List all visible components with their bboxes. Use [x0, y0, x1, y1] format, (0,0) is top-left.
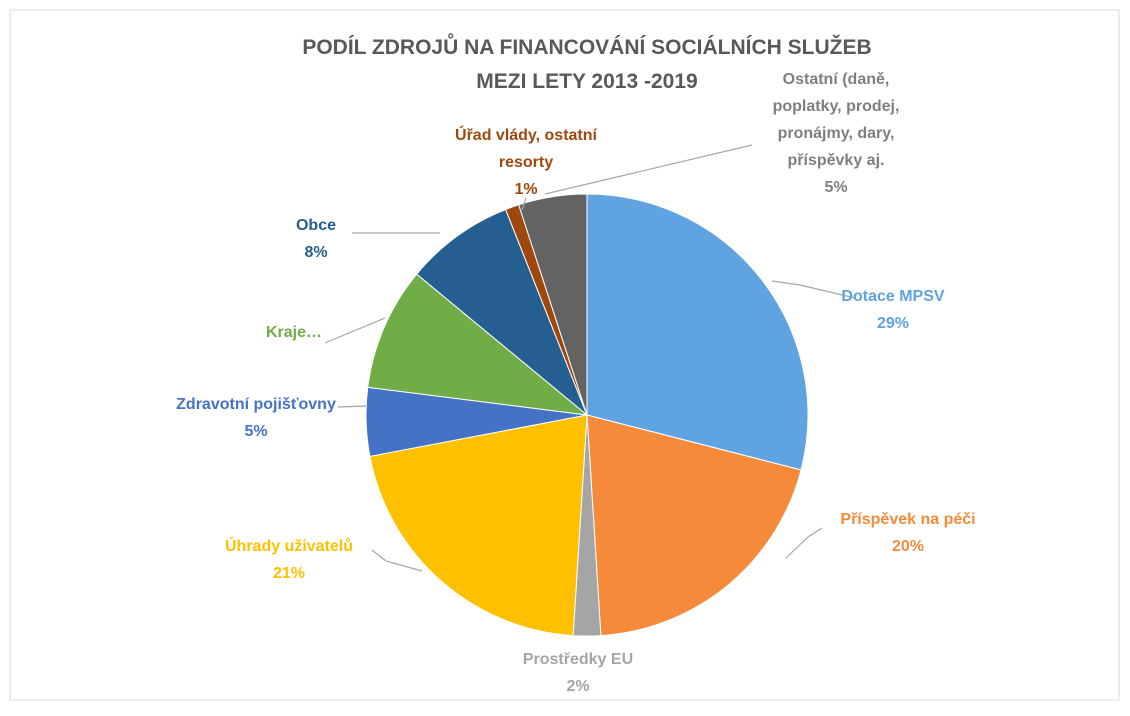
value-label: 2% — [566, 678, 589, 695]
pie-slice — [367, 273, 589, 416]
leader-line — [337, 405, 369, 408]
value-label: 20% — [892, 538, 924, 555]
category-label: Příspěvek na péči — [840, 511, 975, 528]
value-label: 21% — [273, 565, 305, 582]
leader-line — [521, 197, 527, 211]
category-label: Úhrady uživatelů — [225, 536, 353, 555]
leader-line — [544, 144, 753, 195]
pie-slice — [369, 414, 588, 637]
leader-line — [771, 280, 856, 299]
value-label: 29% — [877, 315, 909, 332]
chart-title: PODÍL ZDROJŮ NA FINANCOVÁNÍ SOCIÁLNÍCH S… — [302, 33, 871, 93]
category-label: Obce — [296, 217, 336, 234]
value-label: 5% — [244, 423, 267, 440]
category-label: Kraje… — [266, 324, 322, 341]
category-label: Prostředky EU — [523, 651, 633, 668]
value-label: 1% — [514, 181, 537, 198]
pie-slice — [586, 193, 809, 471]
leader-line — [324, 317, 386, 344]
pie-slice — [416, 208, 588, 416]
category-label: Dotace MPSV — [841, 288, 944, 305]
value-label: 5% — [824, 179, 847, 196]
pie-slice — [586, 414, 802, 637]
leader-line — [371, 549, 423, 572]
leader-line — [785, 527, 823, 559]
value-label: 8% — [304, 244, 327, 261]
category-label: Úřad vlády, ostatní resorty — [455, 125, 598, 171]
pie-slice — [518, 193, 588, 416]
category-label: Zdravotní pojišťovny — [176, 396, 336, 413]
category-label: Ostatní (daně, poplatky, prodej, pronájmy,… — [773, 71, 900, 169]
